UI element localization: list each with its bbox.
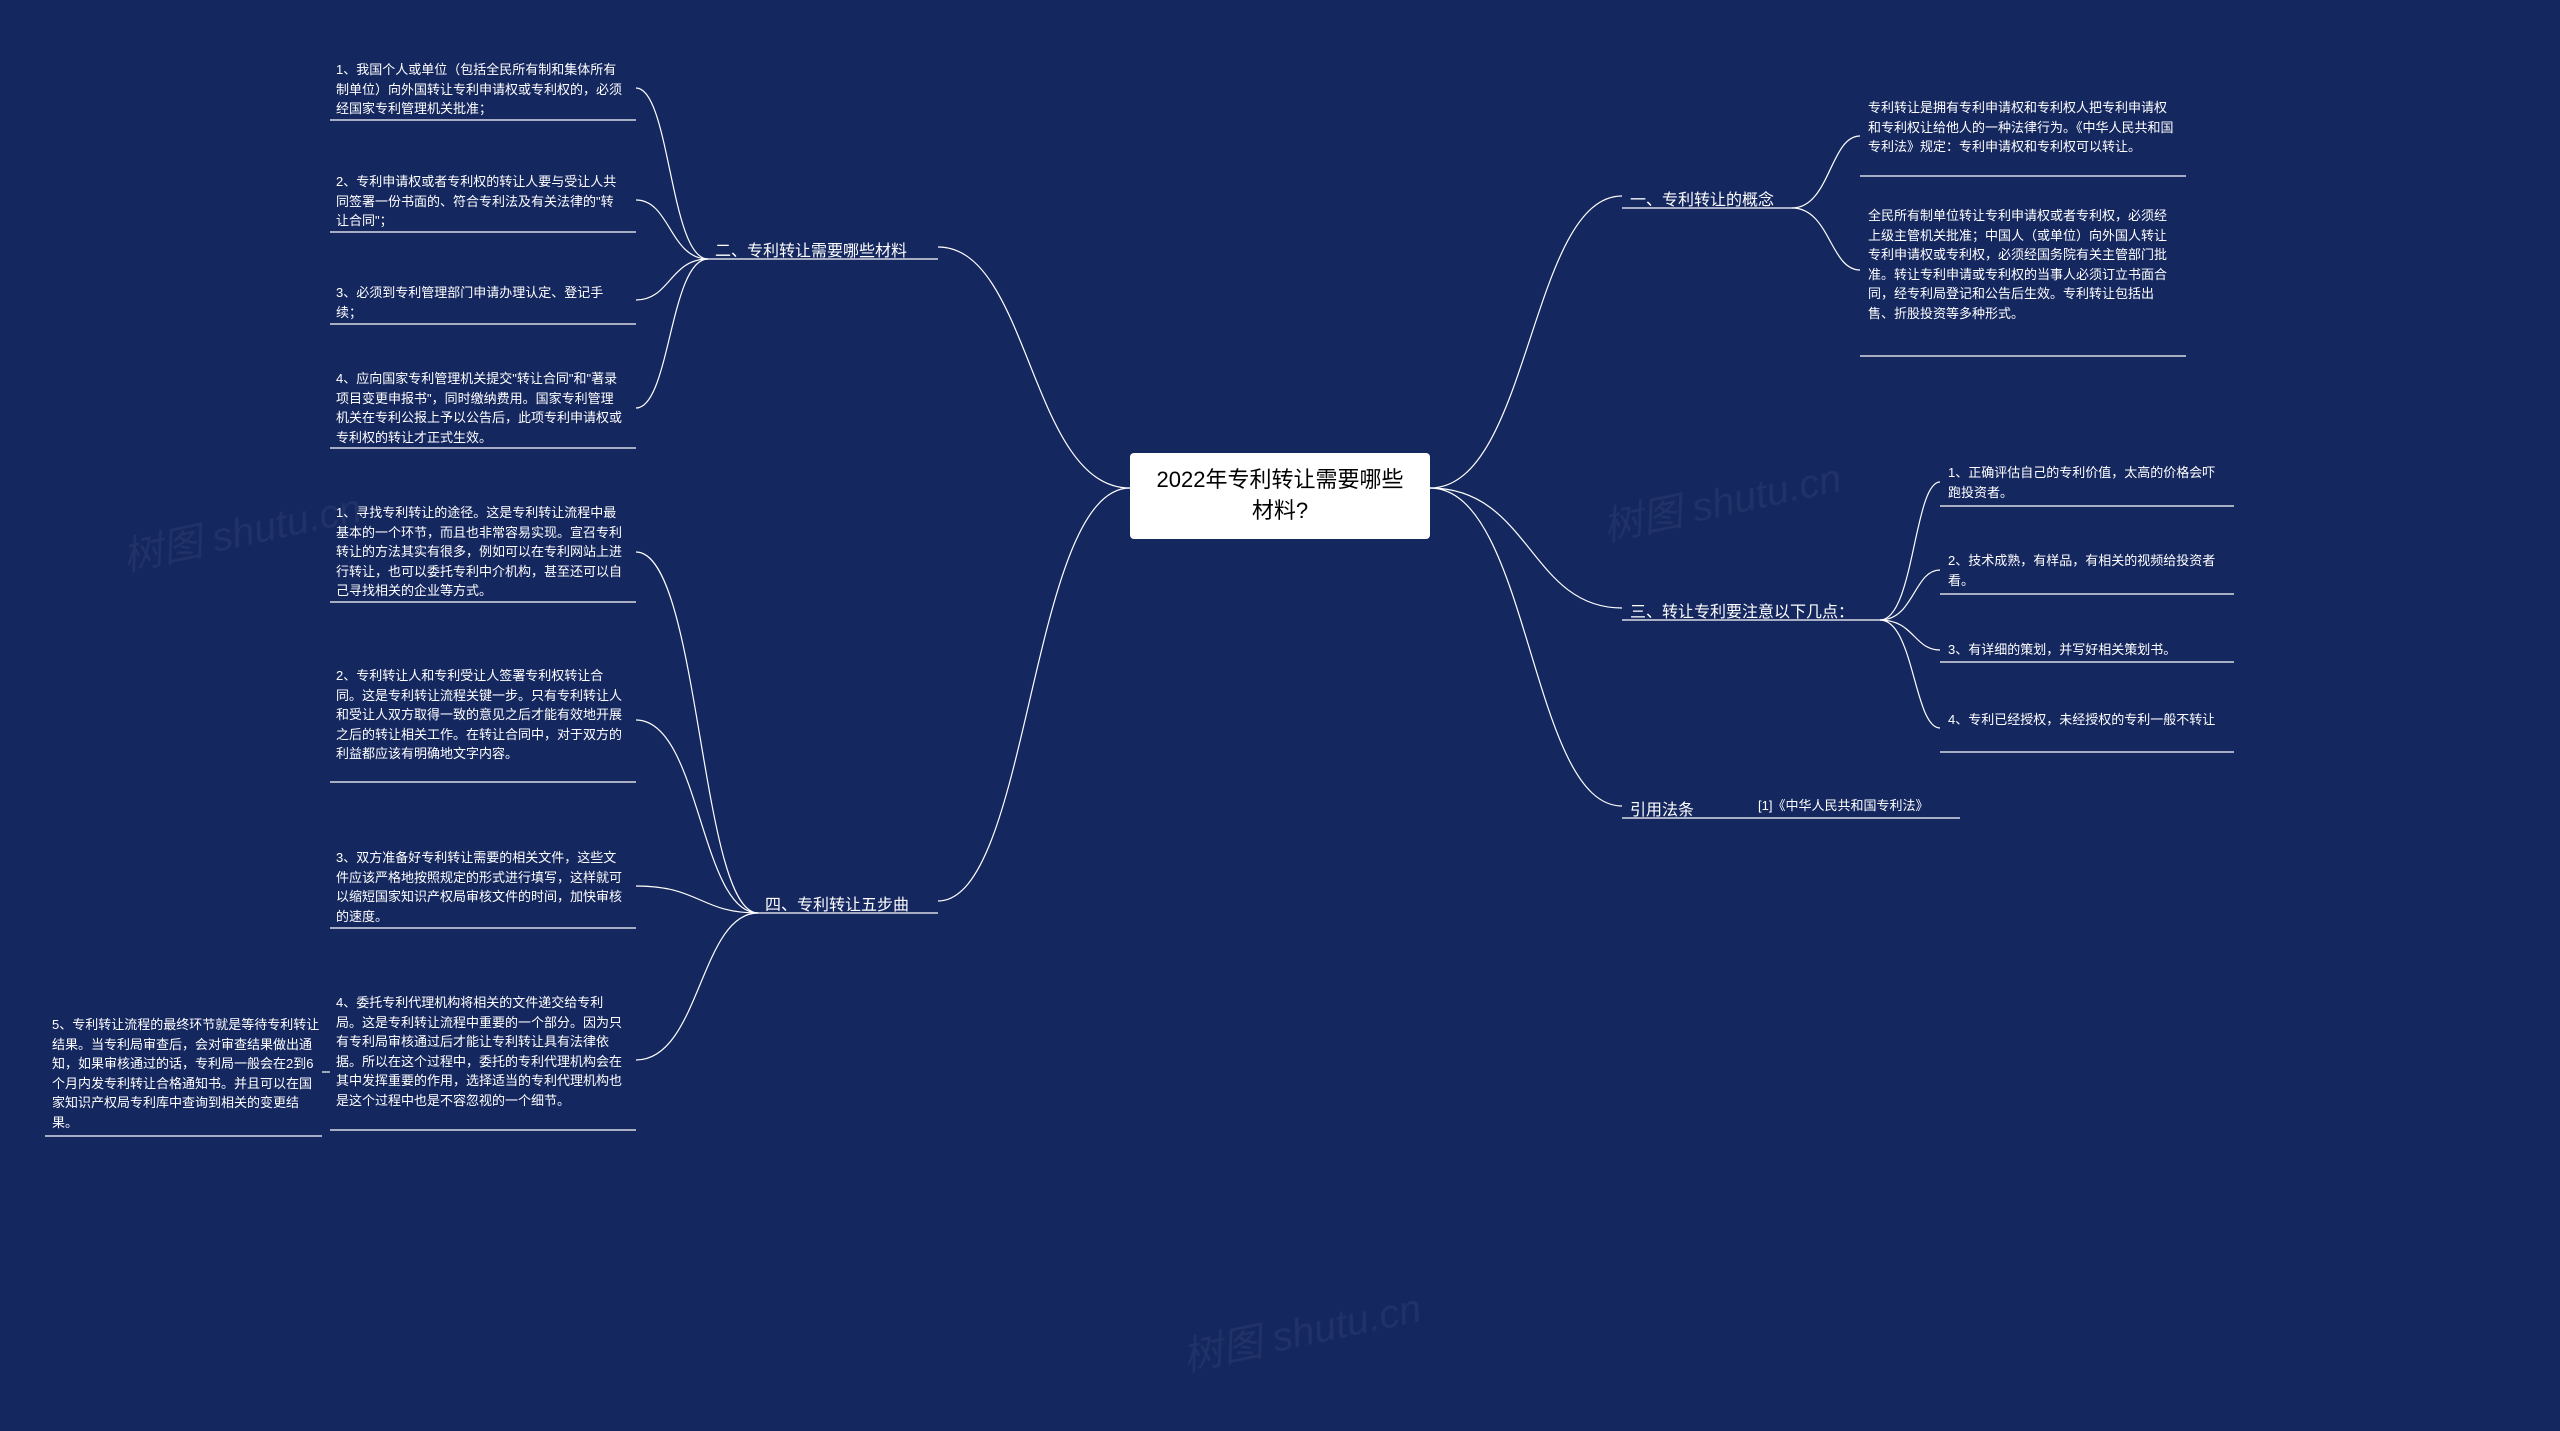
leaf-b2-1: 2、专利申请权或者专利权的转让人要与受让人共同签署一份书面的、符合专利法及有关法… (336, 172, 626, 231)
leaf-b1-1: 全民所有制单位转让专利申请权或者专利权，必须经上级主管机关批准；中国人（或单位）… (1868, 206, 2178, 323)
leaf-b3-2: 3、有详细的策划，并写好相关策划书。 (1948, 640, 2228, 660)
leaf-b3-0: 1、正确评估自己的专利价值，太高的价格会吓跑投资者。 (1948, 463, 2228, 502)
leaf-b4-4: 5、专利转让流程的最终环节就是等待专利转让结果。当专利局审查后，会对审查结果做出… (52, 1015, 322, 1132)
center-node: 2022年专利转让需要哪些材料? (1130, 453, 1430, 539)
watermark: 树图 shutu.cn (117, 475, 366, 582)
leaf-b3-3: 4、专利已经授权，未经授权的专利一般不转让 (1948, 710, 2228, 730)
branch-5-label: 引用法条 (1630, 796, 1694, 820)
leaf-b2-0: 1、我国个人或单位（包括全民所有制和集体所有制单位）向外国转让专利申请权或专利权… (336, 60, 626, 119)
leaf-b4-2: 3、双方准备好专利转让需要的相关文件，这些文件应该严格地按照规定的形式进行填写，… (336, 848, 626, 926)
leaf-b4-1: 2、专利转让人和专利受让人签署专利权转让合同。这是专利转让流程关键一步。只有专利… (336, 666, 626, 764)
branch-3-label: 三、转让专利要注意以下几点： (1630, 598, 1854, 622)
leaf-b3-1: 2、技术成熟，有样品，有相关的视频给投资者看。 (1948, 551, 2228, 590)
center-title: 2022年专利转让需要哪些材料? (1157, 467, 1404, 523)
leaf-b4-0: 1、寻找专利转让的途径。这是专利转让流程中最基本的一个环节，而且也非常容易实现。… (336, 503, 626, 601)
leaf-b2-2: 3、必须到专利管理部门申请办理认定、登记手续； (336, 283, 626, 322)
branch-1-label: 一、专利转让的概念 (1630, 186, 1774, 210)
branch-4-label: 四、专利转让五步曲 (765, 891, 909, 915)
watermark: 树图 shutu.cn (1177, 1275, 1426, 1382)
branch-2-label: 二、专利转让需要哪些材料 (715, 237, 907, 261)
leaf-b4-3: 4、委托专利代理机构将相关的文件递交给专利局。这是专利转让流程中重要的一个部分。… (336, 993, 626, 1110)
leaf-b5-0: [1]《中华人民共和国专利法》 (1758, 796, 2018, 816)
leaf-b1-0: 专利转让是拥有专利申请权和专利权人把专利申请权和专利权让给他人的一种法律行为。《… (1868, 98, 2178, 157)
watermark: 树图 shutu.cn (1597, 445, 1846, 552)
leaf-b2-3: 4、应向国家专利管理机关提交"转让合同"和"著录项目变更申报书"，同时缴纳费用。… (336, 369, 626, 447)
